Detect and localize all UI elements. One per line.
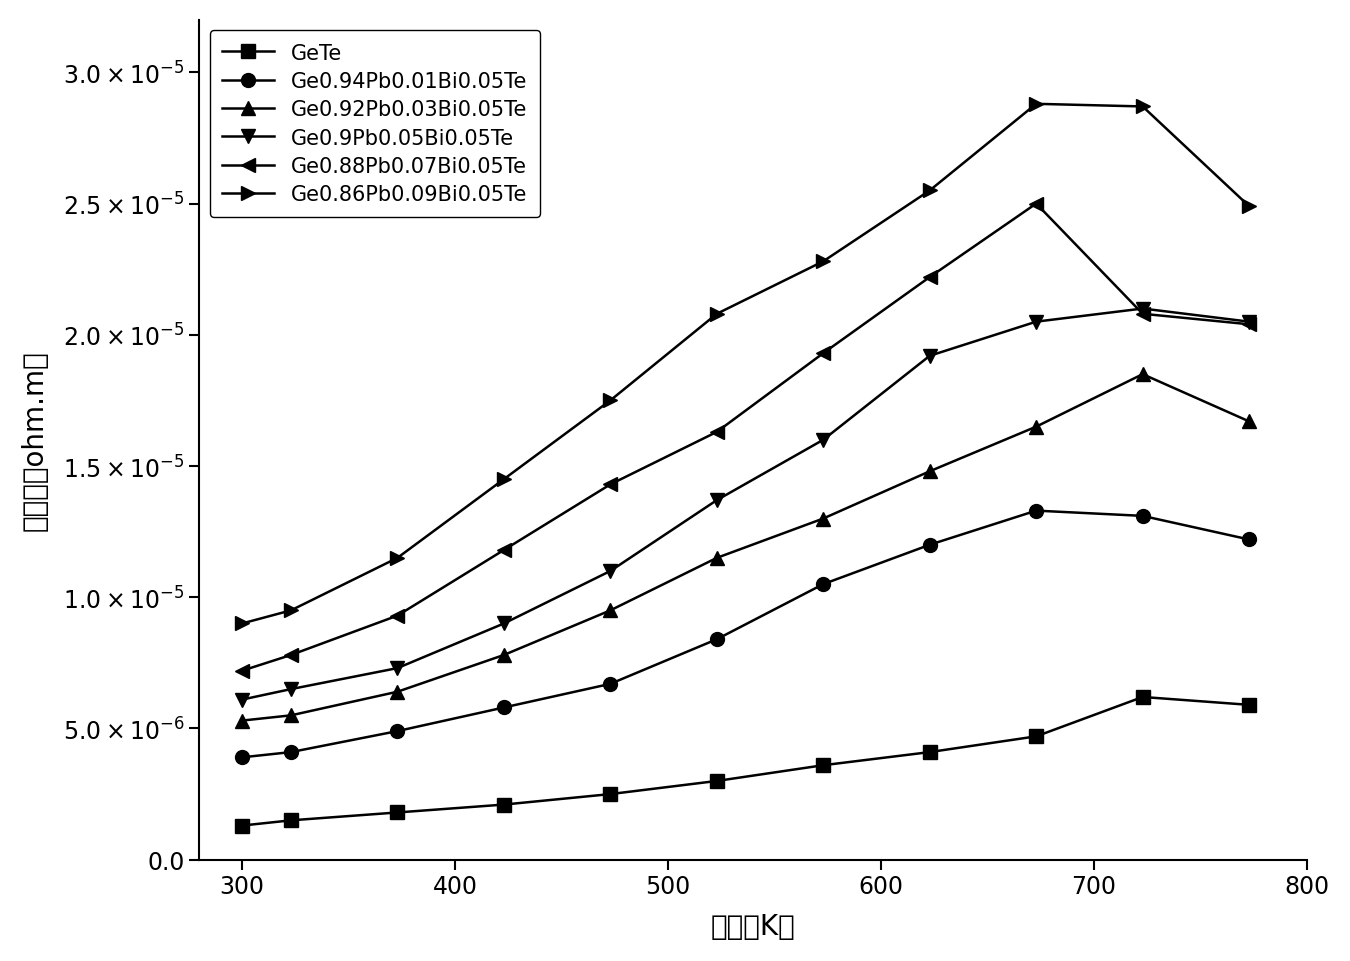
Ge0.86Pb0.09Bi0.05Te	[1241, 201, 1257, 212]
Ge0.88Pb0.07Bi0.05Te	[1241, 319, 1257, 331]
Ge0.86Pb0.09Bi0.05Te	[602, 395, 618, 407]
Ge0.94Pb0.01Bi0.05Te	[234, 752, 250, 763]
Ge0.92Pb0.03Bi0.05Te	[1029, 422, 1045, 433]
Ge0.88Pb0.07Bi0.05Te	[815, 348, 832, 359]
Line: Ge0.94Pb0.01Bi0.05Te: Ge0.94Pb0.01Bi0.05Te	[235, 505, 1256, 765]
GeTe	[284, 815, 300, 826]
Ge0.86Pb0.09Bi0.05Te	[1134, 102, 1150, 113]
Ge0.88Pb0.07Bi0.05Te	[234, 665, 250, 677]
Line: Ge0.9Pb0.05Bi0.05Te: Ge0.9Pb0.05Bi0.05Te	[235, 303, 1256, 706]
Ge0.92Pb0.03Bi0.05Te	[495, 650, 512, 661]
Ge0.86Pb0.09Bi0.05Te	[1029, 99, 1045, 111]
Ge0.88Pb0.07Bi0.05Te	[922, 272, 938, 283]
Ge0.94Pb0.01Bi0.05Te	[1241, 534, 1257, 546]
GeTe	[922, 747, 938, 758]
Ge0.9Pb0.05Bi0.05Te	[709, 495, 725, 506]
Ge0.9Pb0.05Bi0.05Te	[815, 434, 832, 446]
Ge0.88Pb0.07Bi0.05Te	[1134, 308, 1150, 320]
GeTe	[1241, 700, 1257, 711]
Ge0.94Pb0.01Bi0.05Te	[1134, 510, 1150, 522]
Ge0.92Pb0.03Bi0.05Te	[815, 513, 832, 525]
Ge0.88Pb0.07Bi0.05Te	[602, 480, 618, 491]
Line: Ge0.92Pb0.03Bi0.05Te: Ge0.92Pb0.03Bi0.05Te	[235, 368, 1256, 727]
Ge0.9Pb0.05Bi0.05Te	[234, 694, 250, 705]
GeTe	[1029, 730, 1045, 742]
Ge0.94Pb0.01Bi0.05Te	[709, 634, 725, 646]
Ge0.88Pb0.07Bi0.05Te	[495, 545, 512, 556]
Ge0.92Pb0.03Bi0.05Te	[1134, 369, 1150, 381]
Ge0.92Pb0.03Bi0.05Te	[234, 715, 250, 727]
Ge0.9Pb0.05Bi0.05Te	[922, 351, 938, 362]
Ge0.92Pb0.03Bi0.05Te	[602, 605, 618, 617]
Ge0.86Pb0.09Bi0.05Te	[922, 185, 938, 197]
GeTe	[234, 820, 250, 831]
Ge0.94Pb0.01Bi0.05Te	[602, 678, 618, 690]
Ge0.94Pb0.01Bi0.05Te	[495, 702, 512, 713]
Ge0.86Pb0.09Bi0.05Te	[495, 474, 512, 485]
Line: GeTe: GeTe	[235, 690, 1256, 832]
Ge0.94Pb0.01Bi0.05Te	[1029, 505, 1045, 517]
Ge0.94Pb0.01Bi0.05Te	[284, 747, 300, 758]
Ge0.9Pb0.05Bi0.05Te	[1029, 316, 1045, 328]
GeTe	[709, 776, 725, 787]
Ge0.86Pb0.09Bi0.05Te	[389, 553, 405, 564]
Ge0.86Pb0.09Bi0.05Te	[815, 257, 832, 268]
Legend: GeTe, Ge0.94Pb0.01Bi0.05Te, Ge0.92Pb0.03Bi0.05Te, Ge0.9Pb0.05Bi0.05Te, Ge0.88Pb0: GeTe, Ge0.94Pb0.01Bi0.05Te, Ge0.92Pb0.03…	[209, 31, 540, 218]
Ge0.86Pb0.09Bi0.05Te	[709, 308, 725, 320]
Ge0.9Pb0.05Bi0.05Te	[1241, 316, 1257, 328]
Ge0.86Pb0.09Bi0.05Te	[234, 618, 250, 629]
Ge0.86Pb0.09Bi0.05Te	[284, 605, 300, 617]
GeTe	[495, 799, 512, 810]
GeTe	[815, 759, 832, 771]
GeTe	[1134, 692, 1150, 703]
Ge0.92Pb0.03Bi0.05Te	[709, 553, 725, 564]
Line: Ge0.88Pb0.07Bi0.05Te: Ge0.88Pb0.07Bi0.05Te	[235, 197, 1256, 678]
Ge0.88Pb0.07Bi0.05Te	[1029, 199, 1045, 210]
Ge0.92Pb0.03Bi0.05Te	[1241, 416, 1257, 428]
GeTe	[389, 807, 405, 819]
Ge0.88Pb0.07Bi0.05Te	[709, 427, 725, 438]
Ge0.92Pb0.03Bi0.05Te	[922, 466, 938, 478]
Ge0.88Pb0.07Bi0.05Te	[389, 610, 405, 622]
Y-axis label: 电阱率（ohm.m）: 电阱率（ohm.m）	[20, 350, 49, 530]
X-axis label: 温度（K）: 温度（K）	[710, 912, 795, 940]
Ge0.94Pb0.01Bi0.05Te	[922, 539, 938, 551]
Ge0.9Pb0.05Bi0.05Te	[1134, 304, 1150, 315]
Ge0.92Pb0.03Bi0.05Te	[284, 710, 300, 722]
Ge0.94Pb0.01Bi0.05Te	[389, 726, 405, 737]
Ge0.9Pb0.05Bi0.05Te	[495, 618, 512, 629]
Line: Ge0.86Pb0.09Bi0.05Te: Ge0.86Pb0.09Bi0.05Te	[235, 98, 1256, 630]
Ge0.88Pb0.07Bi0.05Te	[284, 650, 300, 661]
Ge0.9Pb0.05Bi0.05Te	[284, 683, 300, 695]
GeTe	[602, 788, 618, 800]
Ge0.92Pb0.03Bi0.05Te	[389, 686, 405, 698]
Ge0.9Pb0.05Bi0.05Te	[602, 566, 618, 578]
Ge0.9Pb0.05Bi0.05Te	[389, 663, 405, 675]
Ge0.94Pb0.01Bi0.05Te	[815, 579, 832, 590]
